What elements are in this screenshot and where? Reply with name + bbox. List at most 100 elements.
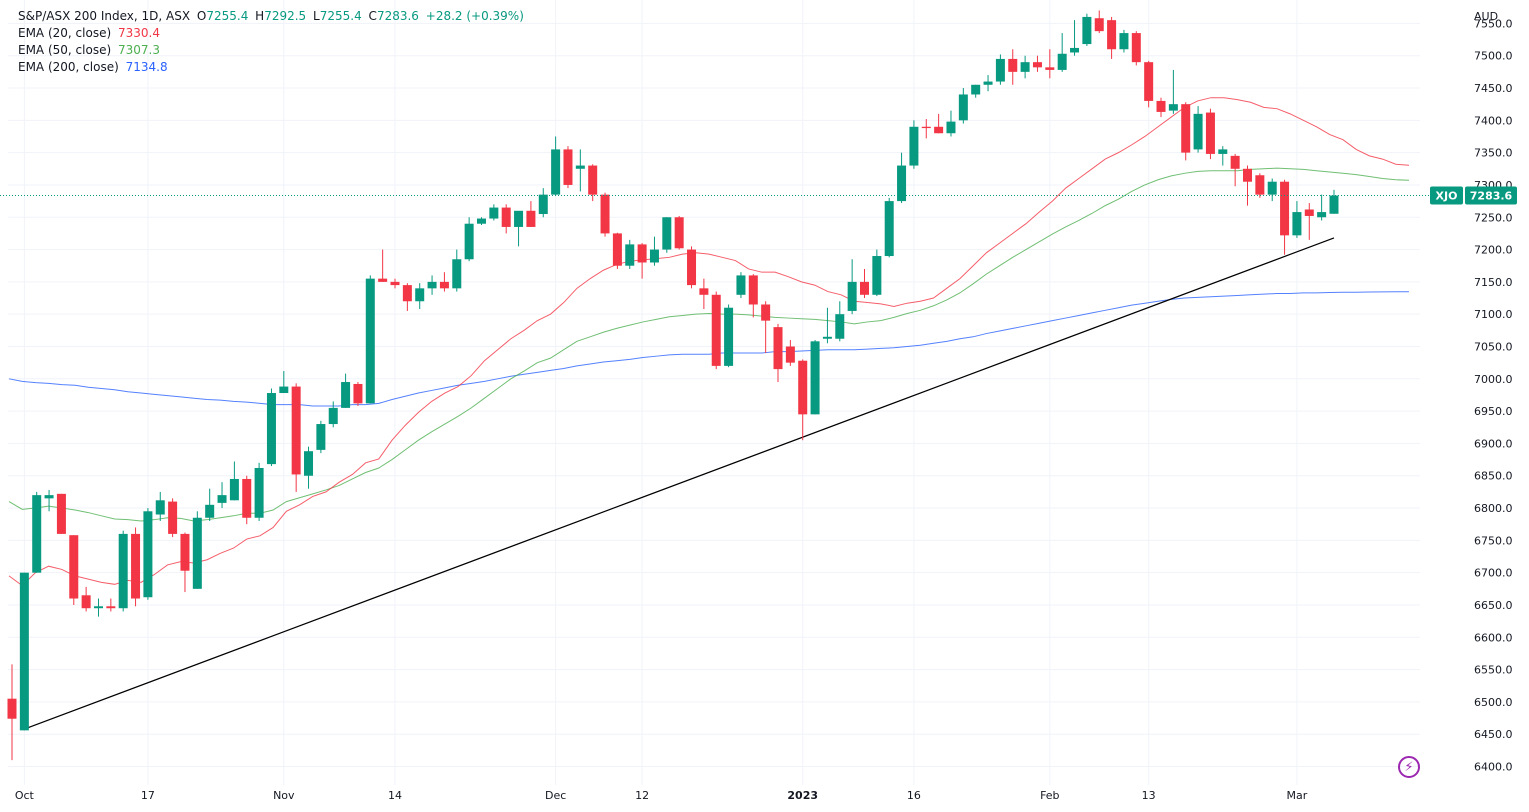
candle-body <box>143 511 153 598</box>
candle-body <box>884 201 894 257</box>
high-label: H <box>255 9 265 23</box>
currency-label: AUD <box>1474 10 1498 23</box>
candle-body <box>736 275 746 295</box>
price-tick-label: 6500.0 <box>1474 696 1513 709</box>
candle <box>538 188 548 218</box>
price-tick-label: 7500.0 <box>1474 50 1513 63</box>
candle-body <box>1304 209 1314 216</box>
price-tick-label: 7000.0 <box>1474 373 1513 386</box>
candle-body <box>1292 212 1302 236</box>
candle <box>229 461 239 501</box>
candle-body <box>427 281 437 289</box>
candle <box>205 488 215 521</box>
candle-body <box>1218 149 1228 154</box>
candle-body <box>1020 62 1030 72</box>
price-axis[interactable]: AUD 6400.0 6450.0 6500.0 6550.0 6600.0 6650.0 6… <box>1461 0 1513 774</box>
candle <box>7 664 17 761</box>
candle <box>168 498 178 538</box>
candle <box>1032 55 1042 72</box>
candle <box>192 511 202 589</box>
low-label: L <box>313 9 320 23</box>
candle <box>1045 49 1055 79</box>
lightning-bolt-icon[interactable]: ⚡︎ <box>1398 756 1420 778</box>
candle-body <box>217 495 227 503</box>
candle-body <box>847 281 857 311</box>
candle-body <box>575 165 585 169</box>
candle <box>1082 13 1092 47</box>
candle-body <box>711 294 721 366</box>
candle-body <box>229 478 239 501</box>
candle-body <box>1230 155 1240 169</box>
ema200-legend[interactable]: EMA (200, close) 7134.8 <box>18 59 527 76</box>
ema50-line <box>8 167 1410 522</box>
candle-body <box>600 194 610 234</box>
candle-body <box>946 121 956 134</box>
candle-body <box>798 360 808 415</box>
candle <box>32 491 42 573</box>
ema20-value: 7330.4 <box>117 26 160 40</box>
candle <box>1144 60 1154 108</box>
candle-body <box>476 218 486 224</box>
candle-body <box>551 149 561 195</box>
price-tick-label: 6400.0 <box>1474 761 1513 774</box>
time-tick-label: 2023 <box>787 789 818 802</box>
candle-body <box>1181 104 1191 153</box>
time-tick-label: 16 <box>907 789 921 802</box>
candle-body <box>538 194 548 215</box>
candle-body <box>983 81 993 85</box>
candle <box>551 136 561 196</box>
price-tick-label: 7450.0 <box>1474 82 1513 95</box>
price-tick-label: 6450.0 <box>1474 728 1513 741</box>
candle <box>612 232 622 269</box>
price-tick-label: 7100.0 <box>1474 308 1513 321</box>
candle <box>328 401 338 428</box>
candle-body <box>995 58 1005 82</box>
price-tick-label: 7250.0 <box>1474 211 1513 224</box>
candle <box>341 373 351 408</box>
candle <box>266 388 276 467</box>
price-tick-label: 6700.0 <box>1474 567 1513 580</box>
candle-body <box>1032 62 1042 68</box>
candle <box>625 239 635 269</box>
price-tick-label: 6950.0 <box>1474 405 1513 418</box>
candle-body <box>687 249 697 286</box>
candle-body <box>328 407 338 425</box>
candle-body <box>909 126 919 166</box>
ema20-legend[interactable]: EMA (20, close) 7330.4 <box>18 25 527 42</box>
candle <box>748 274 758 318</box>
symbol-title[interactable]: S&P/ASX 200 Index, 1D, ASX <box>18 9 191 23</box>
candle <box>427 275 437 295</box>
close-value: 7283.6 <box>376 9 419 23</box>
candle-body <box>662 217 672 250</box>
ema20-label: EMA (20, close) <box>18 26 112 40</box>
candle-body <box>291 386 301 475</box>
candle <box>971 84 981 98</box>
candle-body <box>822 336 832 339</box>
candle <box>588 164 598 202</box>
candle <box>279 371 289 394</box>
candle-body <box>1156 100 1166 112</box>
ema200-line <box>8 291 1410 407</box>
candle <box>1304 203 1314 240</box>
candle-body <box>1168 104 1178 111</box>
candle <box>835 301 845 342</box>
time-axis[interactable]: Oct 17 Nov 14 Dec 12 2023 16 Feb 13 Mar <box>15 789 1308 802</box>
candle-body <box>1131 33 1141 63</box>
candle-body <box>180 533 190 571</box>
candle-body <box>390 281 400 286</box>
ema50-legend[interactable]: EMA (50, close) 7307.3 <box>18 42 527 59</box>
candle <box>1329 189 1339 214</box>
candle-body <box>106 606 116 609</box>
candle-body <box>637 244 647 263</box>
candle <box>1243 165 1252 206</box>
open-label: O <box>196 9 207 23</box>
time-tick-label: 13 <box>1142 789 1156 802</box>
candle <box>180 532 190 593</box>
candle-body <box>316 424 326 450</box>
candle <box>1008 49 1018 85</box>
chart-legend: S&P/ASX 200 Index, 1D, ASX O7255.4 H7292… <box>18 8 527 76</box>
candle-body <box>205 504 215 518</box>
candle-body <box>724 307 734 366</box>
candle <box>897 152 907 204</box>
